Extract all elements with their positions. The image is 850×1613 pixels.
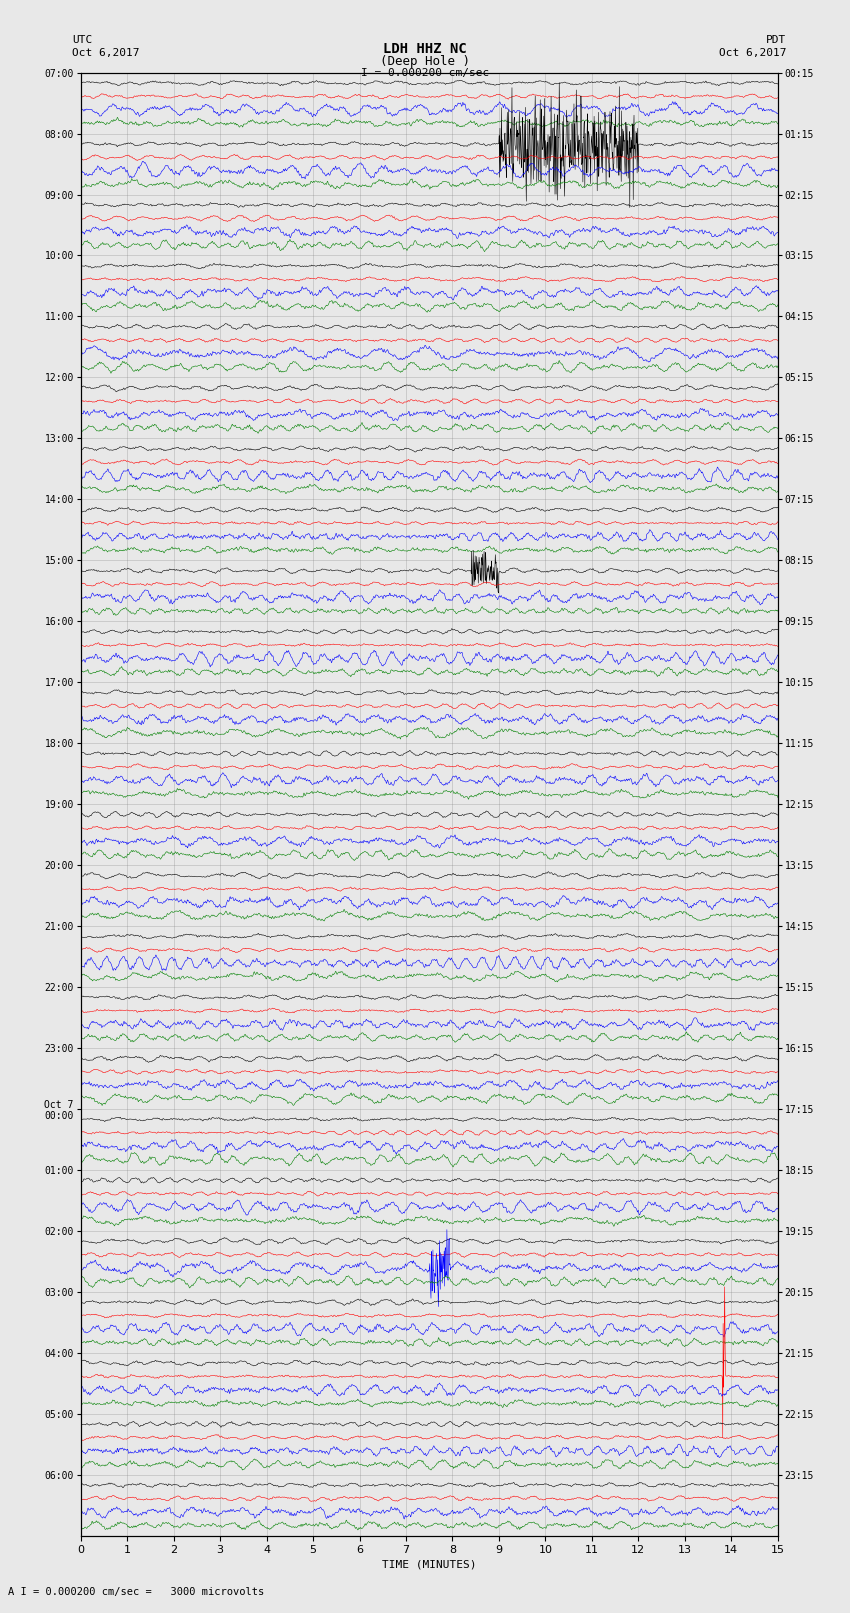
Text: Oct 6,2017: Oct 6,2017: [72, 48, 139, 58]
Text: (Deep Hole ): (Deep Hole ): [380, 55, 470, 68]
Text: I = 0.000200 cm/sec: I = 0.000200 cm/sec: [361, 68, 489, 77]
Text: Oct 6,2017: Oct 6,2017: [719, 48, 786, 58]
Text: LDH HHZ NC: LDH HHZ NC: [383, 42, 467, 56]
Text: PDT: PDT: [766, 35, 786, 45]
Text: UTC: UTC: [72, 35, 93, 45]
X-axis label: TIME (MINUTES): TIME (MINUTES): [382, 1560, 477, 1569]
Text: A I = 0.000200 cm/sec =   3000 microvolts: A I = 0.000200 cm/sec = 3000 microvolts: [8, 1587, 264, 1597]
